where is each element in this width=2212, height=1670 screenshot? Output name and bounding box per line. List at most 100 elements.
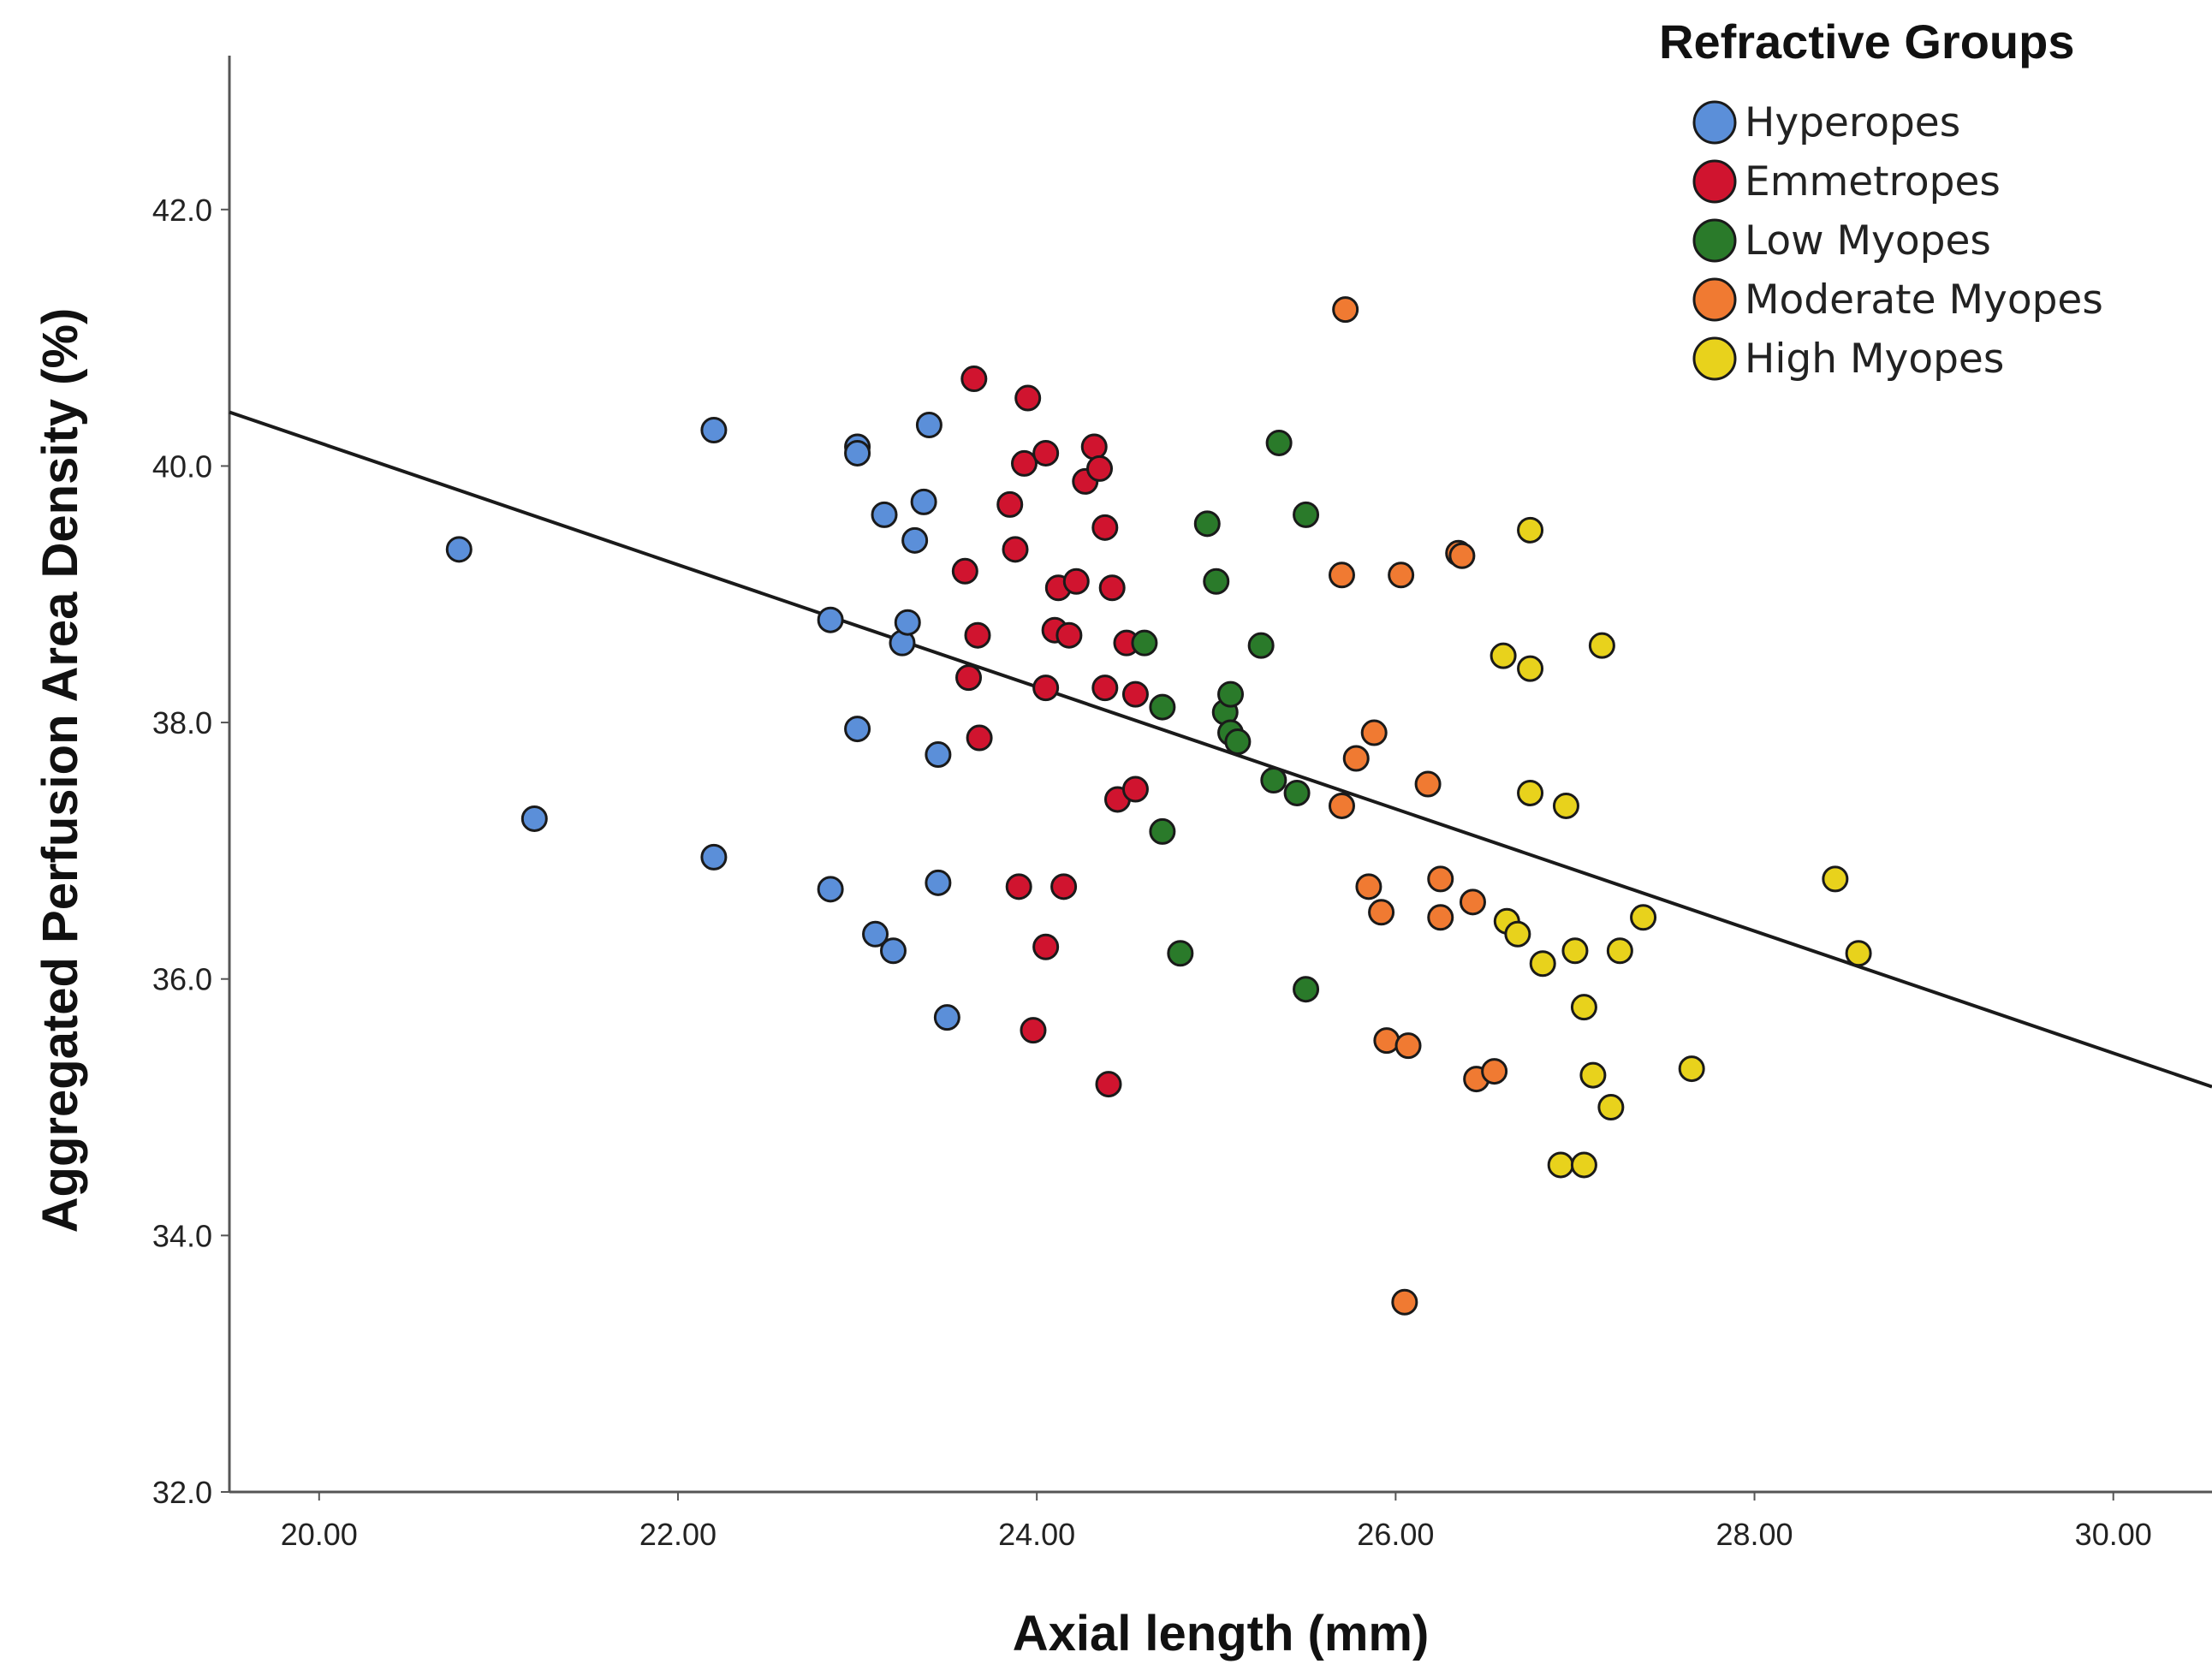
legend-marker-hyperopes [1692,100,1737,145]
point-low-myopes [1131,629,1158,657]
point-low-myopes [1247,632,1275,659]
x-tick-label: 24.00 [998,1517,1075,1552]
point-moderate-myopes [1388,562,1415,589]
point-high-myopes [1547,1151,1574,1179]
point-moderate-myopes [1394,1032,1422,1060]
point-hyperopes [817,876,844,903]
point-hyperopes [901,526,929,554]
point-moderate-myopes [1427,865,1454,893]
point-high-myopes [1630,904,1657,931]
point-hyperopes [844,439,871,467]
y-tick-label: 42.0 [152,193,212,228]
point-low-myopes [1167,940,1194,967]
point-emmetropes [1121,680,1149,708]
point-moderate-myopes [1360,719,1388,746]
point-moderate-myopes [1328,792,1355,819]
y-tick-label: 36.0 [152,962,212,997]
point-hyperopes [894,609,921,636]
legend-marker-high-myopes [1692,336,1737,381]
point-hyperopes [520,805,548,832]
point-emmetropes [1010,449,1038,477]
point-high-myopes [1822,865,1849,893]
point-moderate-myopes [1414,770,1442,798]
x-tick-label: 20.00 [281,1517,358,1552]
point-emmetropes [955,664,983,692]
point-low-myopes [1293,976,1320,1003]
point-moderate-myopes [1391,1288,1418,1316]
y-tick-label: 32.0 [152,1475,212,1510]
point-high-myopes [1597,1094,1625,1121]
point-moderate-myopes [1332,296,1359,324]
point-low-myopes [1260,766,1287,793]
point-high-myopes [1678,1055,1705,1083]
point-low-myopes [1149,817,1176,845]
point-moderate-myopes [1328,562,1355,589]
point-emmetropes [1020,1017,1047,1044]
point-moderate-myopes [1481,1058,1508,1085]
y-tick-label: 38.0 [152,705,212,740]
point-emmetropes [1032,933,1060,960]
point-emmetropes [1062,568,1090,595]
point-emmetropes [1121,776,1149,803]
point-high-myopes [1490,642,1517,669]
point-high-myopes [1517,655,1544,682]
point-hyperopes [862,920,889,948]
legend: Refractive Groups Hyperopes Emmetropes Low… [1659,15,2103,383]
regression-line-group [229,410,2212,1089]
x-tick-label: 30.00 [2075,1517,2152,1552]
legend-title: Refractive Groups [1659,15,2075,68]
point-emmetropes [1002,536,1029,563]
point-hyperopes [933,1004,960,1031]
legend-marker-low-myopes [1692,218,1737,263]
x-tick-label: 28.00 [1715,1517,1793,1552]
point-low-myopes [1293,501,1320,528]
point-moderate-myopes [1427,904,1454,931]
point-hyperopes [879,937,907,965]
point-high-myopes [1517,516,1544,544]
point-emmetropes [1005,873,1032,900]
point-hyperopes [817,606,844,633]
x-axis-title: Axial length (mm) [1013,1606,1430,1661]
point-moderate-myopes [1342,745,1370,772]
y-tick-label: 40.0 [152,449,212,484]
point-hyperopes [445,536,473,563]
point-low-myopes [1203,568,1230,595]
point-emmetropes [1091,675,1119,702]
axis-ticks: 20.00 22.00 24.00 26.00 28.00 30.00 32.0 34.0 36… [152,193,2152,1552]
point-high-myopes [1845,940,1872,967]
point-emmetropes [1086,455,1114,482]
point-emmetropes [1098,574,1126,602]
regression-line [229,410,2212,1089]
legend-label-emmetropes: Emmetropes [1745,158,2001,205]
point-low-myopes [1283,779,1311,806]
legend-label-hyperopes: Hyperopes [1745,99,1960,146]
point-high-myopes [1561,937,1589,965]
point-emmetropes [1055,621,1083,649]
point-hyperopes [700,416,728,443]
point-moderate-myopes [1459,888,1486,916]
x-tick-label: 22.00 [639,1517,717,1552]
point-high-myopes [1606,937,1633,965]
point-emmetropes [996,490,1024,518]
point-low-myopes [1217,680,1245,708]
point-high-myopes [1504,920,1531,948]
point-emmetropes [1050,873,1078,900]
point-emmetropes [1080,433,1108,461]
legend-label-moderate-myopes: Moderate Myopes [1745,276,2103,324]
point-low-myopes [1149,693,1176,721]
point-high-myopes [1588,632,1615,659]
legend-label-high-myopes: High Myopes [1745,336,2004,383]
point-high-myopes [1517,779,1544,806]
point-hyperopes [925,741,952,769]
point-moderate-myopes [1448,542,1476,569]
y-tick-label: 34.0 [152,1218,212,1253]
point-emmetropes [951,557,978,585]
point-hyperopes [925,869,952,896]
point-hyperopes [910,488,937,515]
point-moderate-myopes [1373,1027,1400,1055]
point-emmetropes [960,365,988,393]
legend-label-low-myopes: Low Myopes [1745,217,1991,264]
x-tick-label: 26.00 [1357,1517,1434,1552]
